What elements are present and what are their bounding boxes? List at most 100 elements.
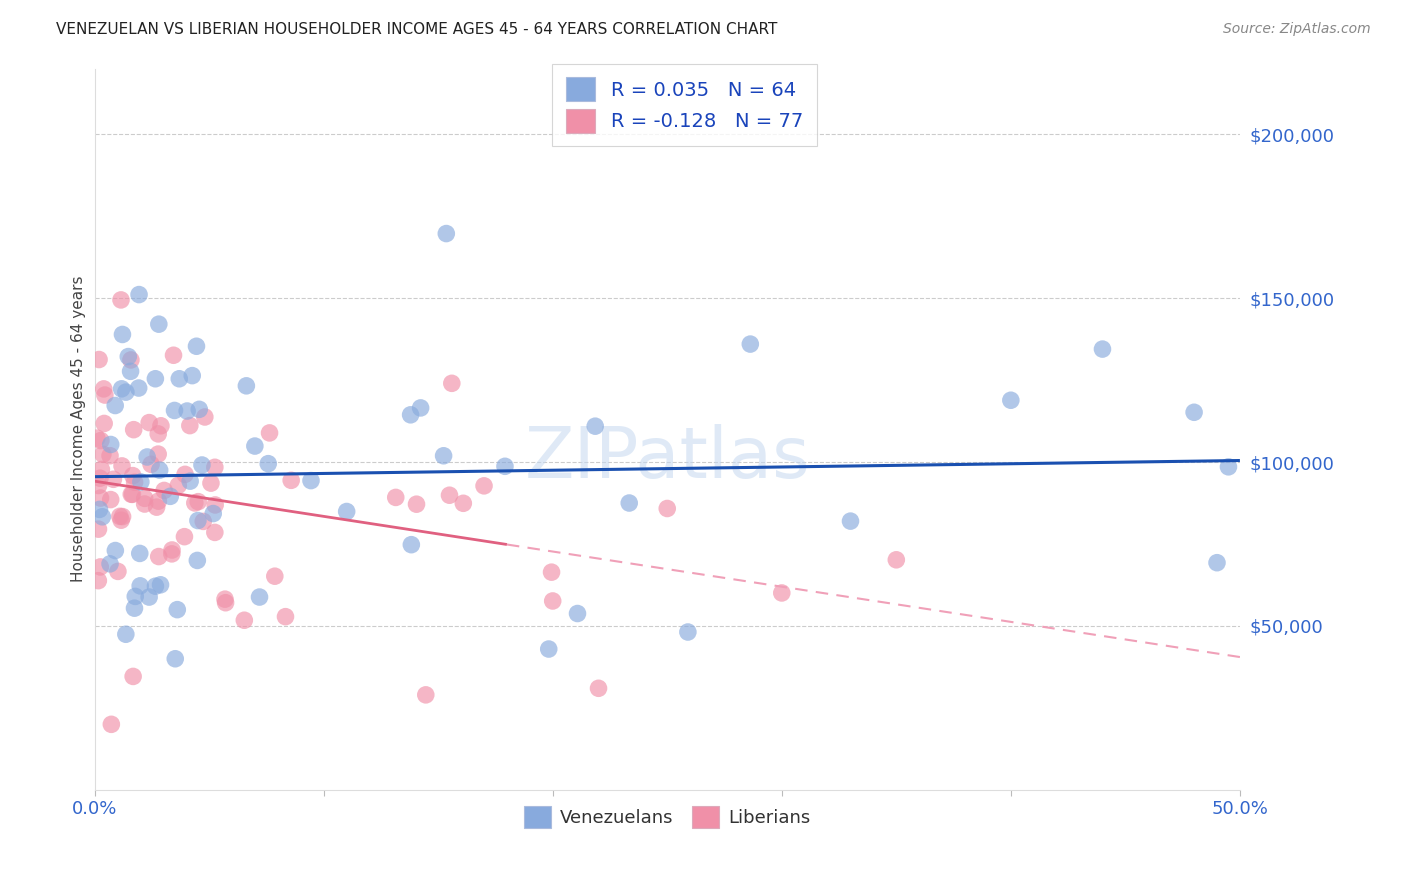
Point	[124, 601, 146, 615]
Point	[884, 553, 907, 567]
Point	[153, 483, 176, 498]
Point	[129, 579, 152, 593]
Point	[89, 502, 111, 516]
Point	[148, 426, 170, 441]
Point	[619, 496, 641, 510]
Point	[128, 381, 150, 395]
Point	[103, 472, 125, 486]
Point	[149, 463, 172, 477]
Y-axis label: Householder Income Ages 45 - 64 years: Householder Income Ages 45 - 64 years	[72, 276, 86, 582]
Point	[401, 538, 423, 552]
Point	[110, 293, 132, 307]
Point	[111, 458, 134, 473]
Point	[160, 547, 183, 561]
Point	[1206, 556, 1229, 570]
Text: Source: ZipAtlas.com: Source: ZipAtlas.com	[1223, 22, 1371, 37]
Point	[148, 317, 170, 331]
Point	[148, 549, 170, 564]
Point	[405, 497, 427, 511]
Text: VENEZUELAN VS LIBERIAN HOUSEHOLDER INCOME AGES 45 - 64 YEARS CORRELATION CHART: VENEZUELAN VS LIBERIAN HOUSEHOLDER INCOM…	[56, 22, 778, 37]
Point	[494, 459, 516, 474]
Point	[440, 376, 463, 391]
Point	[122, 423, 145, 437]
Point	[148, 447, 170, 461]
Point	[145, 500, 167, 515]
Point	[186, 553, 208, 567]
Point	[588, 681, 610, 696]
Point	[94, 388, 117, 402]
Point	[163, 403, 186, 417]
Point	[124, 590, 146, 604]
Point	[160, 543, 183, 558]
Point	[111, 509, 134, 524]
Point	[174, 467, 197, 482]
Point	[257, 457, 280, 471]
Point	[243, 439, 266, 453]
Point	[87, 478, 110, 492]
Point	[90, 434, 112, 448]
Point	[740, 337, 762, 351]
Point	[186, 339, 208, 353]
Point	[145, 372, 167, 386]
Point	[166, 602, 188, 616]
Point	[87, 574, 110, 588]
Point	[184, 496, 207, 510]
Point	[162, 348, 184, 362]
Point	[90, 491, 112, 505]
Point	[176, 404, 198, 418]
Point	[145, 579, 167, 593]
Point	[193, 515, 215, 529]
Point	[567, 607, 589, 621]
Point	[104, 399, 127, 413]
Point	[235, 379, 257, 393]
Point	[121, 468, 143, 483]
Point	[214, 592, 236, 607]
Point	[136, 450, 159, 464]
Point	[433, 449, 456, 463]
Point	[120, 353, 142, 368]
Point	[110, 513, 132, 527]
Point	[115, 627, 138, 641]
Point	[384, 491, 406, 505]
Point	[90, 462, 112, 476]
Point	[117, 350, 139, 364]
Point	[439, 488, 461, 502]
Point	[107, 565, 129, 579]
Point	[138, 416, 160, 430]
Point	[110, 382, 132, 396]
Text: ZIPatlas: ZIPatlas	[524, 424, 810, 492]
Point	[139, 458, 162, 472]
Point	[128, 287, 150, 301]
Point	[540, 565, 562, 579]
Point	[280, 473, 302, 487]
Point	[86, 431, 108, 445]
Point	[259, 425, 281, 440]
Point	[93, 417, 115, 431]
Point	[120, 364, 142, 378]
Point	[1218, 459, 1240, 474]
Point	[263, 569, 285, 583]
Point	[134, 497, 156, 511]
Point	[179, 418, 201, 433]
Point	[120, 487, 142, 501]
Point	[115, 385, 138, 400]
Point	[1091, 342, 1114, 356]
Point	[100, 717, 122, 731]
Point	[187, 494, 209, 508]
Point	[111, 327, 134, 342]
Point	[179, 474, 201, 488]
Point	[89, 471, 111, 485]
Point	[98, 449, 121, 463]
Point	[770, 586, 793, 600]
Point	[93, 382, 115, 396]
Point	[129, 475, 152, 489]
Point	[274, 609, 297, 624]
Point	[87, 522, 110, 536]
Point	[191, 458, 214, 472]
Point	[121, 487, 143, 501]
Point	[128, 546, 150, 560]
Point	[187, 514, 209, 528]
Point	[336, 504, 359, 518]
Point	[169, 372, 191, 386]
Point	[409, 401, 432, 415]
